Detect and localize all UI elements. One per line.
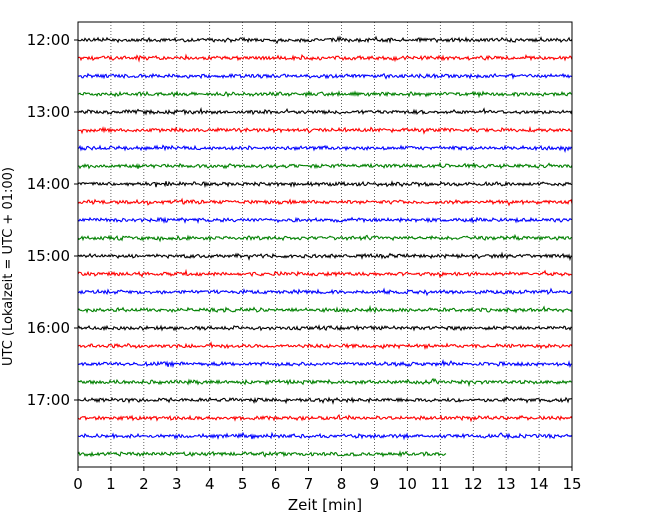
x-tick-label: 13 <box>497 475 516 493</box>
y-tick-label: 12:00 <box>27 31 70 49</box>
x-tick-label: 4 <box>205 475 215 493</box>
trace-1645 <box>77 377 573 388</box>
vertical-gridlines <box>110 22 540 467</box>
x-tick-label: 6 <box>271 475 281 493</box>
trace-1400 <box>77 180 573 189</box>
x-tick-label: 12 <box>464 475 483 493</box>
y-tick-label: 16:00 <box>27 319 70 337</box>
trace-1415 <box>77 197 573 207</box>
x-tick-label: 0 <box>73 475 83 493</box>
x-tick-label: 10 <box>398 475 417 493</box>
seismogram-traces <box>77 35 573 458</box>
y-axis-ticks: 12:00 13:00 14:00 15:00 16:00 17:00 <box>27 31 78 409</box>
x-axis-label: Zeit [min] <box>288 496 362 514</box>
trace-1330 <box>77 144 573 153</box>
trace-1600 <box>77 324 573 332</box>
y-tick-label: 15:00 <box>27 247 70 265</box>
trace-1215 <box>77 53 573 63</box>
x-tick-label: 11 <box>431 475 450 493</box>
x-tick-label: 5 <box>238 475 248 493</box>
trace-1445 <box>77 233 573 243</box>
trace-1615 <box>77 341 573 350</box>
trace-1500 <box>77 251 573 262</box>
trace-1430 <box>77 216 573 224</box>
x-tick-label: 7 <box>304 475 314 493</box>
plot-frame <box>77 21 573 468</box>
trace-1715 <box>77 414 573 423</box>
trace-1230 <box>77 72 573 80</box>
trace-1545 <box>77 304 573 314</box>
trace-1200 <box>77 35 573 45</box>
trace-1300 <box>77 106 573 116</box>
trace-1315 <box>77 126 573 135</box>
x-axis-ticks: 0 1 2 3 4 5 6 7 8 9 10 11 12 13 14 15 <box>73 467 582 493</box>
x-tick-label: 14 <box>530 475 549 493</box>
x-tick-label: 9 <box>370 475 380 493</box>
y-axis-label: UTC (Lokalzeit = UTC + 01:00) <box>1 167 16 366</box>
y-tick-label: 14:00 <box>27 175 70 193</box>
x-tick-label: 15 <box>562 475 581 493</box>
trace-1530 <box>77 287 573 297</box>
y-tick-label: 13:00 <box>27 103 70 121</box>
trace-1730 <box>77 431 573 441</box>
x-tick-label: 1 <box>106 475 116 493</box>
trace-1245 <box>77 90 573 99</box>
x-tick-label: 8 <box>337 475 347 493</box>
x-tick-label: 2 <box>139 475 149 493</box>
y-tick-label: 17:00 <box>27 391 70 409</box>
trace-1630 <box>77 359 573 369</box>
trace-1745 <box>77 450 447 458</box>
trace-1515 <box>77 268 573 279</box>
trace-1345 <box>78 161 573 170</box>
trace-1700 <box>77 396 573 405</box>
x-tick-label: 3 <box>172 475 182 493</box>
